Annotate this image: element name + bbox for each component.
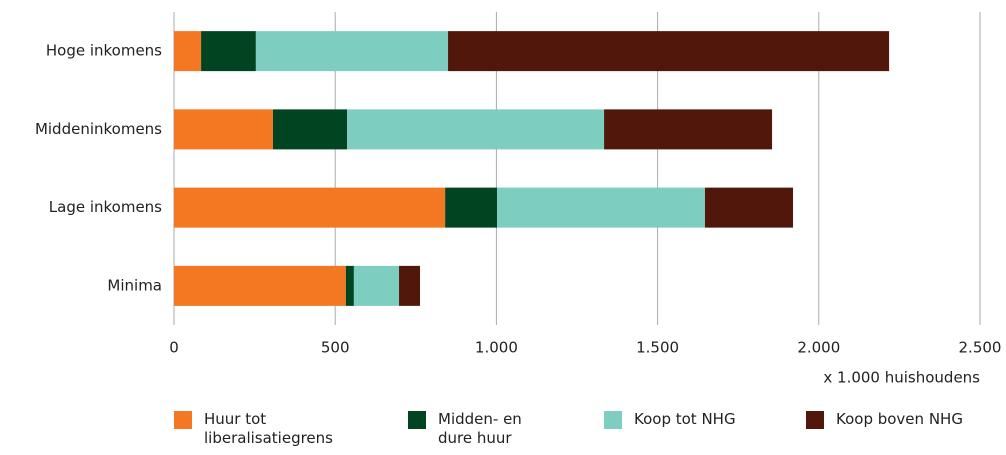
legend-swatch: [604, 411, 622, 429]
legend-label: Huur tot liberalisatiegrens: [204, 410, 333, 447]
x-tick-label: 2.000: [797, 339, 840, 357]
y-tick-label: Lage inkomens: [49, 198, 162, 216]
bar-segment: [174, 109, 273, 150]
x-axis-label: x 1.000 huishoudens: [823, 369, 980, 387]
bar-segment: [445, 187, 498, 228]
legend-label: Koop tot NHG: [634, 410, 736, 428]
bar-segment: [174, 265, 346, 306]
bar-segment: [604, 109, 773, 150]
legend-item: Koop tot NHG: [604, 410, 794, 429]
legend-swatch: [408, 411, 426, 429]
x-tick-label: 500: [321, 339, 350, 357]
x-tick-label: 2.500: [959, 339, 1002, 357]
bar-segment: [399, 265, 420, 306]
bar-segment: [174, 187, 446, 228]
x-tick-label: 0: [169, 339, 179, 357]
y-tick-label: Middeninkomens: [35, 120, 162, 138]
x-tick-label: 1.500: [636, 339, 679, 357]
bar-segment: [497, 187, 705, 228]
bar-segment: [272, 109, 348, 150]
legend-swatch: [174, 411, 192, 429]
bar-segment: [174, 31, 202, 72]
bar-segment: [255, 31, 449, 72]
bar-segment: [345, 265, 354, 306]
x-tick-label: 1.000: [475, 339, 518, 357]
legend-label: Koop boven NHG: [836, 410, 963, 428]
bar-segment: [704, 187, 794, 228]
legend-item: Midden- en dure huur: [408, 410, 558, 448]
bar-segment: [353, 265, 400, 306]
y-tick-label: Hoge inkomens: [46, 42, 162, 60]
y-tick-label: Minima: [107, 276, 162, 294]
legend-item: Huur tot liberalisatiegrens: [174, 410, 333, 448]
bar-segment: [201, 31, 256, 72]
bar-segment: [347, 109, 605, 150]
legend-label: Midden- en dure huur: [438, 410, 522, 447]
legend-swatch: [806, 411, 824, 429]
bar-segment: [448, 31, 890, 72]
legend-item: Koop boven NHG: [806, 410, 996, 429]
